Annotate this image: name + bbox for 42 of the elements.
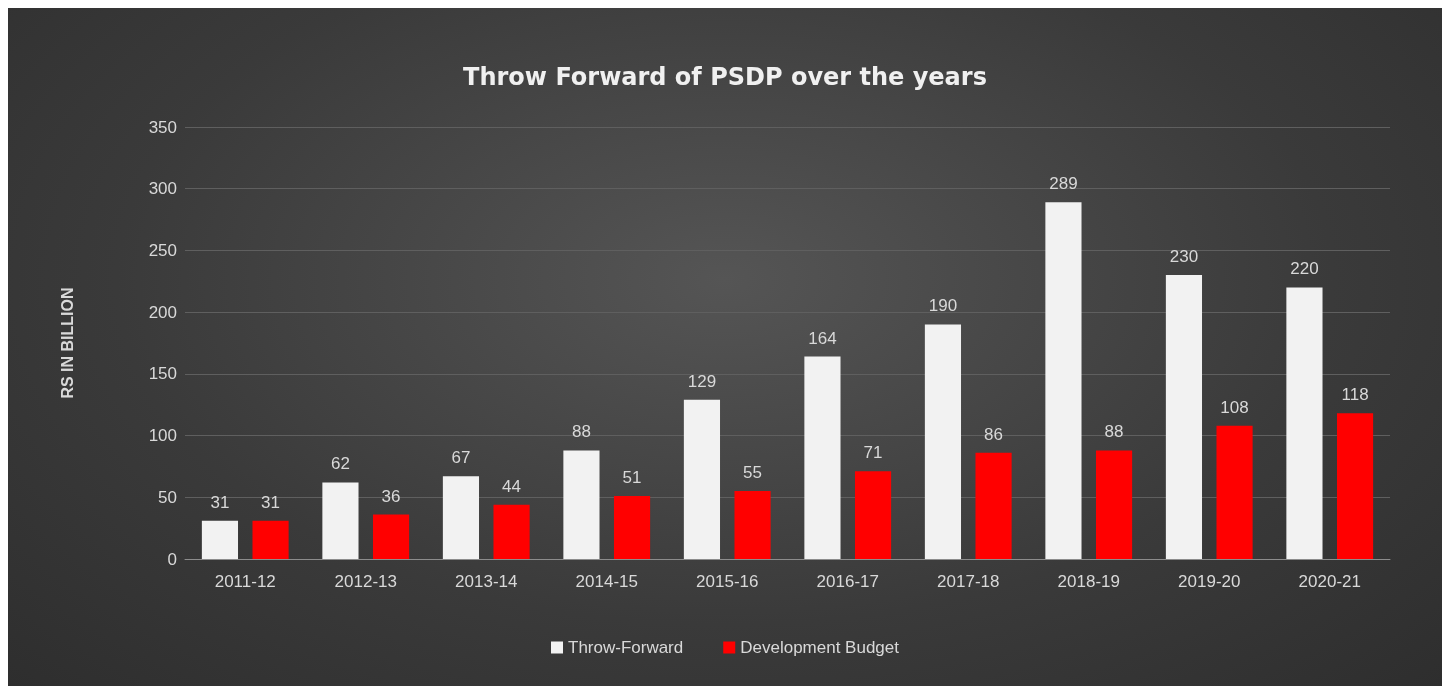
y-tick-label: 100 [148,426,177,446]
x-tick-label: 2014-15 [575,572,638,591]
data-label: 129 [687,371,717,391]
data-label: 230 [1169,247,1199,267]
data-label: 55 [743,463,763,483]
x-tick-label: 2016-17 [816,572,879,591]
x-tick-label: 2015-16 [696,572,759,591]
data-label: 108 [1220,397,1249,417]
data-label: 36 [381,486,401,506]
y-tick-label: 50 [158,487,177,507]
x-tick-label: 2011-12 [214,572,276,591]
y-tick-label: 300 [148,179,177,199]
chart-title: Throw Forward of PSDP over the years [463,63,987,91]
data-label: 31 [261,492,281,512]
data-label: 44 [502,476,522,496]
legend-label: Throw-Forward [568,638,684,657]
x-tick-label: 2018-19 [1057,572,1120,591]
x-tick-label: 2020-21 [1298,572,1361,591]
y-tick-label: 0 [167,549,177,569]
y-tick-label: 350 [148,117,177,137]
data-label: 88 [1104,422,1124,442]
data-label: 289 [1049,174,1078,194]
data-label: 31 [210,492,230,512]
y-axis-title: RS IN BILLION [58,287,76,399]
y-tick-label: 200 [148,302,177,322]
x-tick-label: 2017-18 [937,572,1000,591]
x-tick-label: 2012-13 [334,572,397,591]
x-tick-label: 2019-20 [1178,572,1241,591]
data-label: 51 [622,468,642,488]
data-label: 67 [451,448,471,468]
x-tick-label: 2013-14 [455,572,518,591]
data-label: 88 [571,422,591,442]
y-tick-label: 250 [148,240,177,260]
data-label: 190 [928,296,958,316]
data-label: 118 [1341,385,1369,405]
data-label: 164 [808,328,837,348]
y-tick-label: 150 [148,364,177,384]
legend-label: Development Budget [740,638,900,657]
data-label: 86 [984,424,1004,444]
data-label: 71 [863,443,883,463]
data-label: 62 [330,454,350,474]
data-label: 220 [1290,259,1319,279]
